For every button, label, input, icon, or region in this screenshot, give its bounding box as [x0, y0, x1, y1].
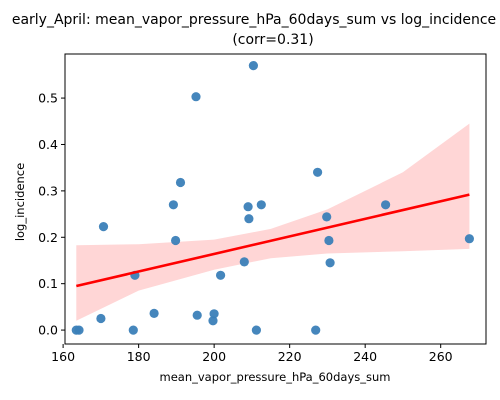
data-point [208, 316, 218, 326]
data-point [96, 313, 106, 324]
data-point [248, 61, 258, 71]
data-point [216, 270, 226, 280]
data-point [168, 200, 178, 210]
data-point [244, 214, 254, 224]
points-layer [71, 61, 474, 335]
data-point [313, 167, 323, 177]
x-axis-label: mean_vapor_pressure_hPa_60days_sum [160, 370, 391, 384]
y-tick-label: 0.1 [38, 276, 58, 291]
data-point [74, 325, 84, 335]
y-tick-label: 0.2 [38, 230, 58, 245]
regression-line-layer [76, 193, 470, 288]
y-axis-label: log_incidence [13, 163, 27, 241]
y-tick-label: 0.4 [38, 137, 58, 152]
confidence-band-layer [76, 123, 470, 321]
confidence-band [76, 123, 470, 321]
x-tick-label: 180 [127, 349, 151, 364]
data-point [381, 200, 391, 210]
x-tick-label: 200 [202, 349, 226, 364]
plot-frame [64, 53, 487, 345]
data-point [175, 177, 186, 188]
regression-line [76, 193, 470, 288]
data-point [128, 325, 138, 335]
x-tick-label: 240 [353, 349, 377, 364]
data-point [325, 258, 335, 268]
data-point [149, 308, 159, 318]
chart-title: early_April: mean_vapor_pressure_hPa_60d… [12, 12, 496, 28]
x-axis-ticks: 160 180 200 220 240 260 [51, 344, 453, 364]
data-point [464, 234, 474, 244]
chart-subtitle: (corr=0.31) [232, 32, 313, 48]
y-tick-label: 0.3 [38, 183, 58, 198]
data-point [311, 325, 321, 335]
data-point [322, 212, 332, 222]
data-point [239, 257, 249, 267]
x-tick-label: 160 [51, 349, 75, 364]
data-point [256, 200, 266, 210]
y-tick-label: 0.0 [38, 323, 58, 338]
data-point [192, 310, 202, 320]
data-point [171, 235, 181, 246]
data-point [243, 202, 253, 212]
data-point [191, 92, 201, 102]
x-tick-label: 260 [429, 349, 453, 364]
data-point [98, 222, 109, 232]
y-axis-ticks: 0.0 0.1 0.2 0.3 0.4 0.5 [38, 91, 65, 338]
x-tick-label: 220 [278, 349, 302, 364]
data-point [251, 325, 261, 335]
y-tick-label: 0.5 [38, 91, 58, 106]
data-point [324, 235, 334, 246]
data-point [209, 309, 219, 319]
